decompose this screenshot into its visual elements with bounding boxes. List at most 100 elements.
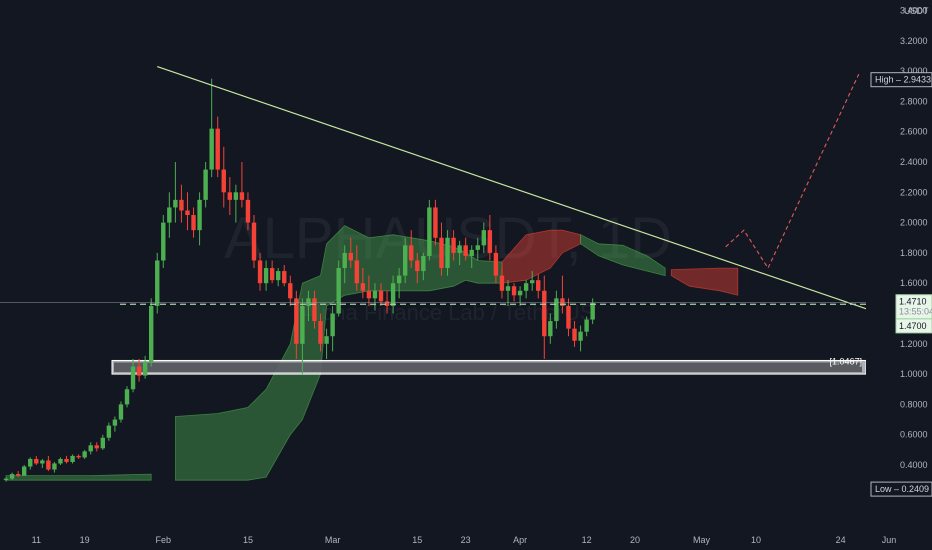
support-zone-label: [1.0467] bbox=[829, 356, 862, 366]
candle-93 bbox=[566, 298, 571, 337]
candle-body bbox=[469, 249, 474, 256]
candle-body bbox=[566, 305, 571, 329]
current-price-value: 1.4710 bbox=[899, 297, 927, 307]
candle-body bbox=[481, 230, 487, 246]
price-tick-label: 3.2000 bbox=[900, 36, 928, 46]
candle-body bbox=[34, 458, 39, 464]
current-price-sub: 13:55:04 bbox=[899, 307, 932, 317]
candle-40 bbox=[245, 192, 251, 231]
candle-32 bbox=[197, 192, 202, 246]
candle-body bbox=[197, 199, 202, 231]
candle-body bbox=[64, 458, 69, 462]
candle-body bbox=[360, 283, 366, 291]
price-tick-label: 2.8000 bbox=[900, 96, 928, 106]
candle-44 bbox=[269, 260, 275, 284]
candle-3 bbox=[21, 465, 27, 476]
candle-body bbox=[517, 290, 523, 296]
price-tick-label: 2.2000 bbox=[900, 187, 928, 197]
candle-42 bbox=[257, 252, 263, 291]
candle-body bbox=[390, 283, 396, 306]
candle-15 bbox=[94, 442, 99, 452]
time-tick-label: 15 bbox=[412, 535, 422, 545]
candle-19 bbox=[118, 401, 124, 423]
candle-body bbox=[179, 199, 184, 211]
candle-body bbox=[294, 298, 299, 344]
candle-49 bbox=[300, 298, 305, 375]
candle-2 bbox=[15, 471, 21, 478]
candle-47 bbox=[288, 275, 293, 306]
low-tag: Low – 0.2409 bbox=[870, 481, 932, 497]
cloud-segment-3 bbox=[580, 234, 666, 277]
price-axis-currency: USDT bbox=[904, 6, 929, 16]
candle-body bbox=[221, 169, 226, 193]
price-axis[interactable]: USDT 3.4000 3.2000 3.0000 2.8000 2.6000 2.400… bbox=[866, 0, 932, 530]
candle-72 bbox=[439, 222, 444, 276]
candle-body bbox=[233, 192, 239, 200]
price-tick-label: 1.2000 bbox=[900, 339, 928, 349]
candle-body bbox=[9, 474, 15, 479]
time-tick-label: Feb bbox=[156, 535, 172, 545]
candle-67 bbox=[409, 230, 414, 269]
candle-body bbox=[185, 210, 190, 216]
price-tick-label: 1.6000 bbox=[900, 278, 928, 288]
candle-body bbox=[167, 207, 172, 223]
price-tick-label: 0.4000 bbox=[900, 460, 928, 470]
candle-body bbox=[560, 298, 565, 306]
candle-77 bbox=[469, 245, 474, 269]
low-tag-box bbox=[870, 481, 932, 497]
candle-17 bbox=[106, 422, 112, 441]
candle-89 bbox=[542, 275, 547, 359]
candle-88 bbox=[536, 274, 541, 299]
candle-body bbox=[300, 305, 305, 344]
candle-body bbox=[15, 474, 21, 476]
descending-trendline[interactable] bbox=[157, 65, 890, 318]
candle-body bbox=[523, 283, 529, 291]
candle-62 bbox=[378, 283, 384, 306]
candle-90 bbox=[548, 313, 553, 344]
candle-30 bbox=[185, 192, 190, 231]
candle-37 bbox=[227, 177, 233, 216]
candle-body bbox=[306, 298, 311, 306]
candle-9 bbox=[58, 457, 63, 465]
candle-body bbox=[505, 286, 511, 291]
current-price-tag-box bbox=[895, 294, 932, 320]
candle-20 bbox=[124, 386, 130, 408]
candle-body bbox=[275, 271, 281, 281]
candle-34 bbox=[209, 78, 214, 178]
prev-close-tag-box bbox=[895, 318, 932, 334]
candle-body bbox=[263, 268, 269, 284]
candle-71 bbox=[433, 199, 438, 246]
time-axis[interactable]: 11 19 Feb 15 Mar 15 23 Apr 12 20 May 10 24 Jun bbox=[0, 530, 932, 550]
time-tick-label: May bbox=[693, 535, 711, 545]
candle-body bbox=[336, 268, 341, 314]
candle-body bbox=[457, 245, 462, 253]
candle-body bbox=[536, 280, 541, 291]
time-tick-label: 15 bbox=[243, 535, 253, 545]
candle-body bbox=[245, 199, 251, 223]
candle-body bbox=[227, 192, 233, 200]
time-tick-label: 11 bbox=[32, 535, 41, 545]
candle-87 bbox=[529, 271, 535, 291]
candle-body bbox=[28, 458, 33, 467]
candle-12 bbox=[76, 454, 81, 459]
candle-58 bbox=[354, 245, 360, 291]
candle-body bbox=[106, 425, 112, 438]
support-zone: [1.0467] bbox=[111, 356, 867, 375]
candle-body bbox=[88, 445, 93, 452]
candle-body bbox=[21, 466, 27, 476]
candle-body bbox=[318, 321, 323, 344]
candle-35 bbox=[215, 116, 220, 178]
candle-body bbox=[584, 319, 589, 332]
projection-path[interactable] bbox=[725, 73, 860, 270]
candle-23 bbox=[142, 355, 148, 379]
candle-body bbox=[475, 245, 480, 250]
candle-60 bbox=[366, 275, 372, 306]
candle-36 bbox=[221, 146, 226, 208]
candle-31 bbox=[191, 207, 196, 238]
candle-body bbox=[433, 207, 438, 238]
candle-46 bbox=[282, 265, 287, 287]
time-tick-label: 19 bbox=[80, 535, 90, 545]
candle-6 bbox=[40, 458, 45, 469]
candle-69 bbox=[421, 252, 426, 281]
